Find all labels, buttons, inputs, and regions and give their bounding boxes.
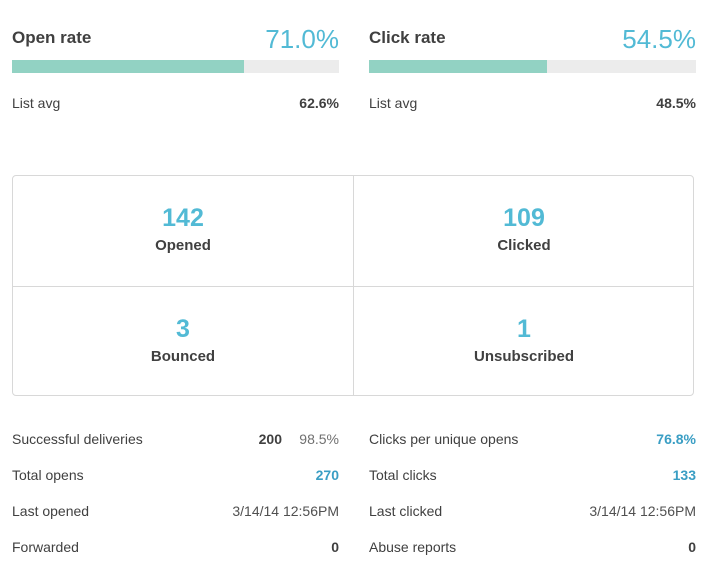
forwarded-label: Forwarded: [12, 539, 79, 555]
click-rate-list-avg-value: 48.5%: [656, 95, 696, 111]
stat-total-clicks: Total clicks 133: [369, 467, 696, 487]
metric-bounced-number: 3: [176, 315, 190, 343]
click-rate-bar-fill: [369, 60, 548, 73]
metric-unsubscribed-label: Unsubscribed: [473, 348, 575, 365]
successful-deliveries-percent: 98.5%: [299, 431, 339, 447]
last-clicked-label: Last clicked: [369, 503, 443, 519]
open-rate-list-avg-label: List avg: [12, 95, 61, 111]
last-clicked-value: 3/14/14 12:56PM: [589, 503, 696, 519]
stat-last-clicked: Last clicked 3/14/14 12:56PM: [369, 503, 696, 523]
stat-abuse-reports: Abuse reports 0: [369, 539, 696, 559]
metric-bounced-label: Bounced: [150, 348, 216, 365]
open-rate-title: Open rate: [12, 28, 92, 47]
last-opened-value: 3/14/14 12:56PM: [232, 503, 339, 519]
open-rate-panel: Open rate 71.0% List avg 62.6%: [12, 0, 339, 130]
stat-clicks-per-unique-opens: Clicks per unique opens 76.8%: [369, 431, 696, 451]
click-rate-title: Click rate: [369, 28, 446, 47]
metrics-grid: 142 Opened 109 Clicked 3 Bounced 1 Unsub…: [12, 175, 694, 396]
forwarded-value: 0: [331, 539, 339, 555]
stat-total-opens: Total opens 270: [12, 467, 339, 487]
abuse-reports-label: Abuse reports: [369, 539, 457, 555]
metric-unsubscribed-number: 1: [517, 315, 531, 343]
total-opens-value[interactable]: 270: [315, 467, 339, 483]
metric-bounced[interactable]: 3 Bounced: [13, 287, 353, 397]
abuse-reports-value: 0: [688, 539, 696, 555]
stat-last-opened: Last opened 3/14/14 12:56PM: [12, 503, 339, 523]
metric-clicked-number: 109: [503, 204, 545, 232]
metric-clicked[interactable]: 109 Clicked: [354, 176, 694, 286]
total-clicks-value[interactable]: 133: [672, 467, 696, 483]
click-rate-panel: Click rate 54.5% List avg 48.5%: [369, 0, 696, 130]
open-rate-bar: [12, 60, 339, 73]
grid-divider-vertical: [353, 176, 354, 395]
stat-successful-deliveries: Successful deliveries 200 98.5%: [12, 431, 339, 451]
successful-deliveries-label: Successful deliveries: [12, 431, 143, 447]
clicks-per-unique-opens-label: Clicks per unique opens: [369, 431, 519, 447]
stat-forwarded: Forwarded 0: [12, 539, 339, 559]
metric-opened-label: Opened: [155, 237, 211, 254]
click-rate-bar: [369, 60, 696, 73]
open-rate-value: 71.0%: [265, 24, 339, 54]
metric-unsubscribed[interactable]: 1 Unsubscribed: [354, 287, 694, 397]
metric-opened-number: 142: [162, 204, 204, 232]
successful-deliveries-count: 200: [258, 431, 282, 447]
total-clicks-label: Total clicks: [369, 467, 437, 483]
click-rate-value: 54.5%: [622, 24, 696, 54]
click-rate-list-avg-label: List avg: [369, 95, 418, 111]
last-opened-label: Last opened: [12, 503, 90, 519]
open-rate-bar-fill: [12, 60, 245, 73]
metric-opened[interactable]: 142 Opened: [13, 176, 353, 286]
total-opens-label: Total opens: [12, 467, 84, 483]
grid-divider-horizontal: [13, 286, 693, 287]
clicks-per-unique-opens-value[interactable]: 76.8%: [656, 431, 696, 447]
metric-clicked-label: Clicked: [497, 237, 551, 254]
open-rate-list-avg-value: 62.6%: [299, 95, 339, 111]
